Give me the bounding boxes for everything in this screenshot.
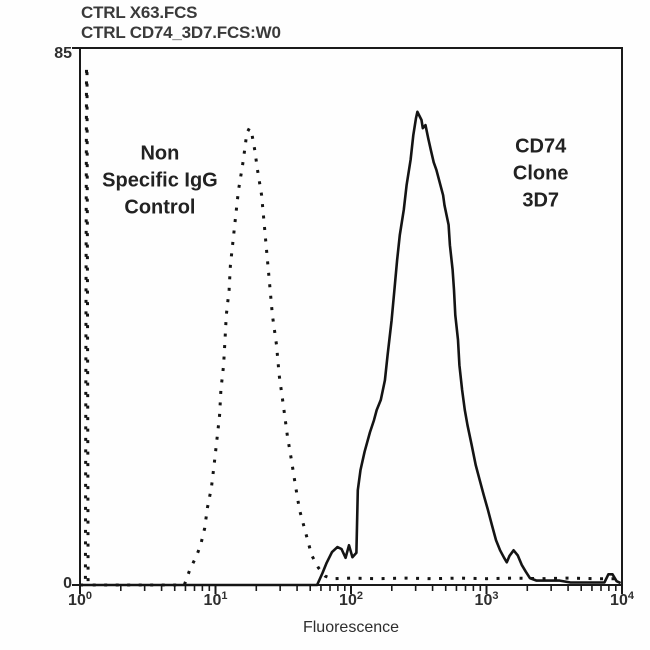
header-line-sample-file: CTRL CD74_3D7.FCS:W0: [81, 23, 281, 42]
x-tick-label-10e1: 101: [203, 590, 228, 609]
x-tick-label-10e2: 102: [339, 590, 363, 609]
x-tick-label-10e3: 103: [474, 590, 499, 609]
curve-control-dotted: [80, 65, 618, 587]
file-header: CTRL X63.FCS CTRL CD74_3D7.FCS:W0: [81, 3, 281, 43]
control-label: Non Specific IgG Control: [102, 142, 218, 219]
x-tick-label-10e0: 100: [68, 590, 92, 609]
x-tick-label-10e4: 104: [610, 590, 634, 609]
curve-cd74-solid: [80, 110, 622, 587]
plot-frame: [79, 47, 623, 586]
x-axis-title: Fluorescence: [302, 619, 400, 636]
header-line-control-file: CTRL X63.FCS: [81, 3, 198, 22]
y-axis-min-label: 0: [63, 575, 72, 592]
cd74-label: CD74 Clone 3D7: [512, 135, 569, 212]
y-axis-max-label: 85: [54, 45, 72, 62]
